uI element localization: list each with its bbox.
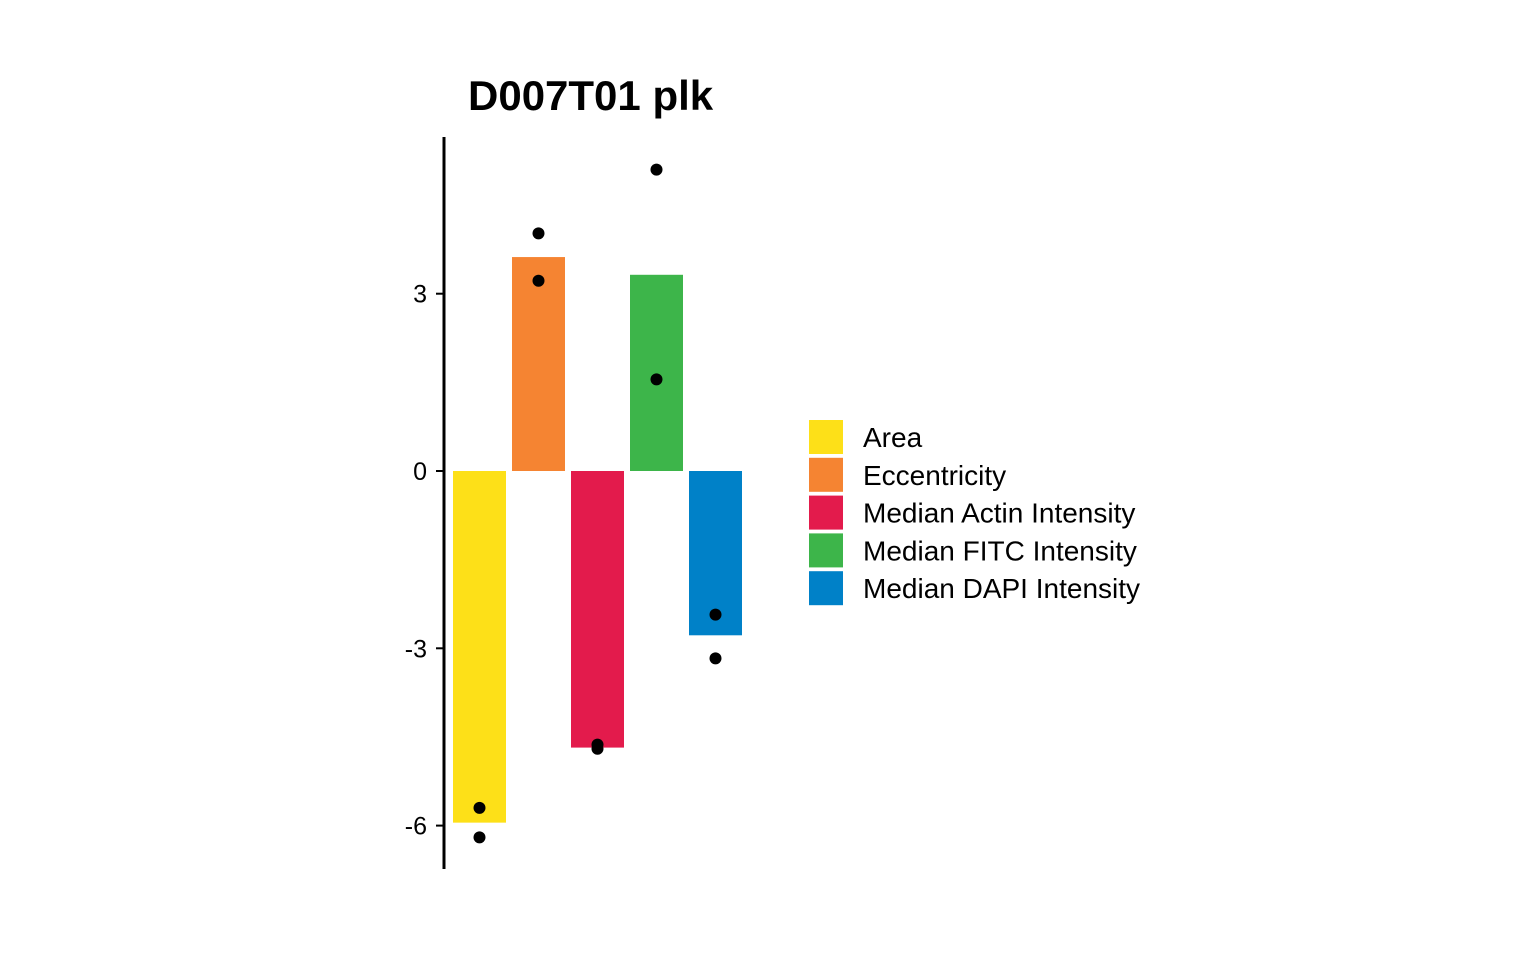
legend-key-eccentricity [809, 457, 843, 492]
point-eccentricity-2 [532, 274, 545, 287]
bar-median-actin-intensity [571, 471, 624, 748]
legend: Area Eccentricity Median Actin Intensity Me… [809, 420, 1140, 606]
legend-key-area [809, 420, 843, 454]
y-tick-label: -3 [405, 635, 427, 663]
legend-label-area: Area [863, 422, 923, 453]
y-tick-label: 0 [413, 458, 427, 486]
legend-label-median-dapi-intensity: Median DAPI Intensity [863, 573, 1140, 604]
point-area-1 [473, 801, 486, 814]
y-tick-label: -6 [405, 813, 427, 841]
bar-median-dapi-intensity [689, 471, 742, 636]
points-group [473, 163, 722, 844]
bar-median-fitc-intensity [630, 274, 683, 471]
point-median-fitc-intensity-1 [650, 163, 663, 176]
legend-key-median-fitc-intensity [809, 533, 843, 568]
bar-eccentricity [512, 257, 565, 471]
y-tick-label: 3 [413, 281, 427, 309]
point-median-dapi-intensity-1 [709, 608, 722, 621]
legend-label-eccentricity: Eccentricity [863, 460, 1006, 491]
bars-group [453, 257, 742, 823]
legend-label-median-actin-intensity: Median Actin Intensity [863, 498, 1135, 529]
bar-area [453, 471, 506, 823]
legend-key-median-dapi-intensity [809, 571, 843, 606]
y-axis-ticks: 3 0 -3 -6 [405, 281, 444, 841]
legend-label-median-fitc-intensity: Median FITC Intensity [863, 535, 1137, 566]
point-area-2 [473, 831, 486, 844]
legend-key-median-actin-intensity [809, 495, 843, 530]
chart-title: D007T01 plk [468, 72, 714, 119]
point-median-actin-intensity-2 [591, 742, 604, 755]
point-median-dapi-intensity-2 [709, 652, 722, 665]
point-eccentricity-1 [532, 227, 545, 240]
point-median-fitc-intensity-2 [650, 373, 663, 386]
